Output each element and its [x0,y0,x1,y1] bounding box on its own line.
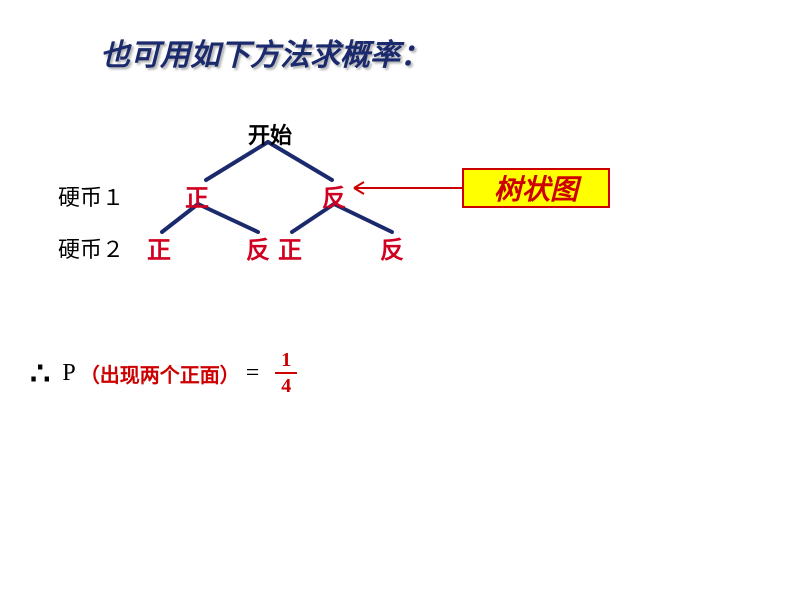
equals-sign: = [246,360,260,387]
conclusion-line: ∴ P （出现两个正面） = 1 4 [30,350,297,396]
probability-p: P [62,360,75,387]
level1-node-0: 正 [185,178,209,213]
tree-root: 开始 [248,118,292,150]
therefore-symbol: ∴ [30,354,50,392]
level2-node-2: 正 [278,230,302,265]
level2-node-1: 反 [246,230,270,265]
probability-fraction: 1 4 [275,350,297,396]
tree-diagram-lines [0,0,794,596]
fraction-numerator: 1 [275,350,297,374]
fraction-denominator: 4 [275,374,297,396]
probability-event: （出现两个正面） [80,359,240,388]
page-title: 也可用如下方法求概率： [100,30,430,74]
level2-node-3: 反 [380,230,404,265]
row-label-0: 硬币１ [58,180,124,212]
level2-node-0: 正 [147,230,171,265]
row-label-1: 硬币２ [58,232,124,264]
level1-node-1: 反 [322,178,346,213]
callout-tree-diagram: 树状图 [462,168,610,208]
